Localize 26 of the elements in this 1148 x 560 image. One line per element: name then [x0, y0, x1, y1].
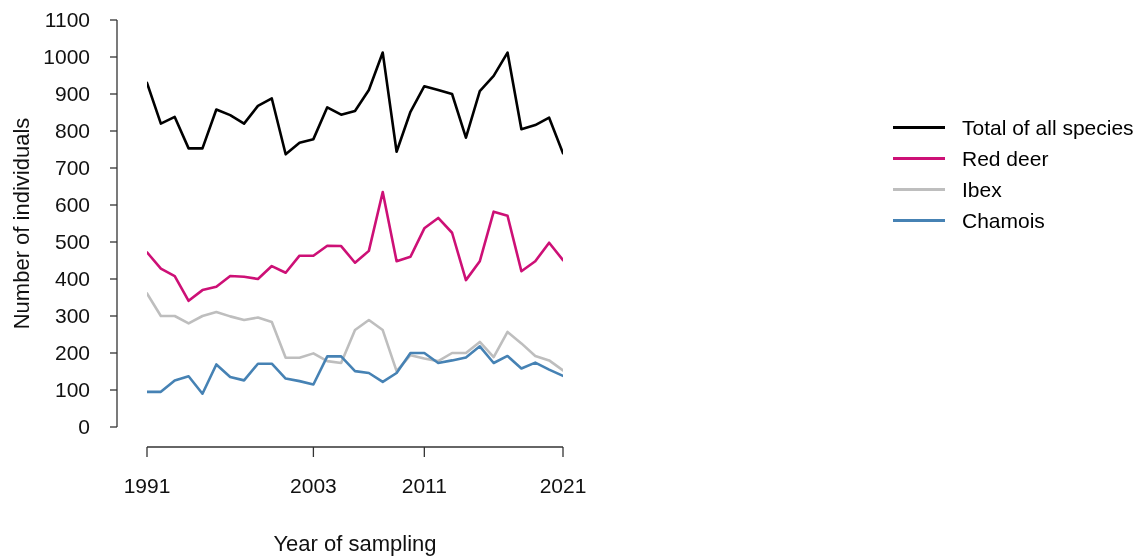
line-series — [147, 292, 563, 373]
line-series — [147, 345, 563, 395]
y-tick-label: 1100 — [44, 8, 90, 32]
y-tick-label: 0 — [78, 415, 90, 439]
y-tick-label: 700 — [54, 156, 90, 180]
y-tick-label: 900 — [54, 82, 90, 106]
y-tick-label: 100 — [54, 378, 90, 402]
y-tick-label: 600 — [54, 193, 90, 217]
x-tick-label: 2021 — [539, 473, 587, 497]
legend-label: Total of all species — [962, 115, 1134, 140]
line-series — [147, 190, 563, 303]
y-axis-title: Number of individuals — [8, 117, 34, 330]
y-tick-label: 500 — [54, 230, 90, 254]
y-tick-label: 400 — [54, 267, 90, 291]
x-tick-label: 1991 — [123, 473, 171, 497]
line-series — [147, 51, 563, 156]
y-tick-label: 300 — [54, 304, 90, 328]
y-tick-label: 1000 — [43, 45, 90, 69]
x-tick-label: 2011 — [401, 473, 447, 497]
legend-label: Red deer — [962, 146, 1049, 171]
y-tick-label: 800 — [54, 119, 90, 143]
legend-label: Ibex — [962, 177, 1002, 202]
x-axis-title: Year of sampling — [273, 531, 437, 556]
x-tick-label: 2003 — [290, 473, 337, 497]
y-tick-label: 200 — [54, 341, 90, 365]
legend-label: Chamois — [962, 208, 1045, 233]
